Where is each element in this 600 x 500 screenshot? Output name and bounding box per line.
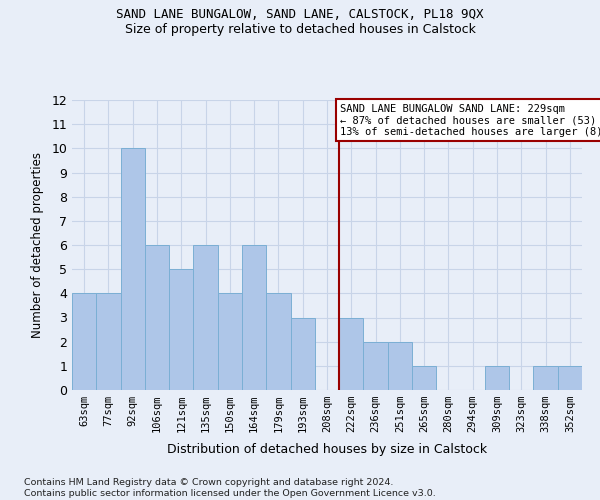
Text: SAND LANE BUNGALOW SAND LANE: 229sqm
← 87% of detached houses are smaller (53)
1: SAND LANE BUNGALOW SAND LANE: 229sqm ← 8… <box>340 104 600 137</box>
Text: Size of property relative to detached houses in Calstock: Size of property relative to detached ho… <box>125 22 475 36</box>
Y-axis label: Number of detached properties: Number of detached properties <box>31 152 44 338</box>
Bar <box>96 294 121 390</box>
Bar <box>242 245 266 390</box>
Text: Distribution of detached houses by size in Calstock: Distribution of detached houses by size … <box>167 442 487 456</box>
Bar <box>364 342 388 390</box>
Bar <box>533 366 558 390</box>
Bar <box>72 294 96 390</box>
Bar <box>193 245 218 390</box>
Bar <box>169 269 193 390</box>
Text: Contains HM Land Registry data © Crown copyright and database right 2024.
Contai: Contains HM Land Registry data © Crown c… <box>24 478 436 498</box>
Bar <box>485 366 509 390</box>
Text: SAND LANE BUNGALOW, SAND LANE, CALSTOCK, PL18 9QX: SAND LANE BUNGALOW, SAND LANE, CALSTOCK,… <box>116 8 484 20</box>
Bar <box>121 148 145 390</box>
Bar <box>266 294 290 390</box>
Bar <box>558 366 582 390</box>
Bar <box>339 318 364 390</box>
Bar <box>388 342 412 390</box>
Bar <box>412 366 436 390</box>
Bar <box>290 318 315 390</box>
Bar <box>145 245 169 390</box>
Bar <box>218 294 242 390</box>
